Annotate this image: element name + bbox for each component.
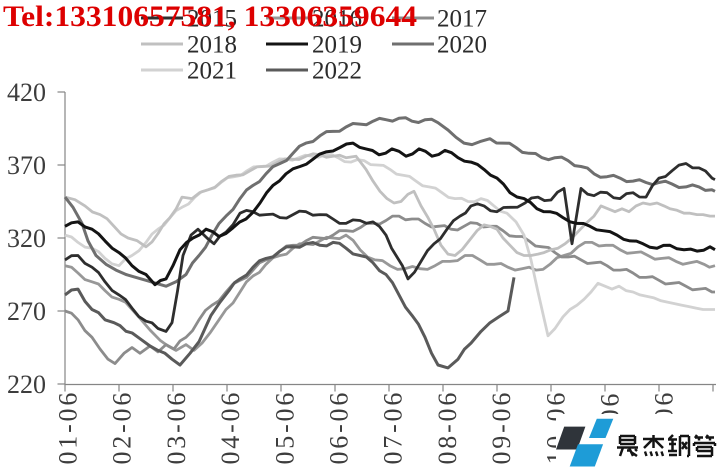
svg-text:01-06: 01-06 xyxy=(54,390,83,465)
svg-text:09-06: 09-06 xyxy=(487,390,516,465)
svg-text:04-06: 04-06 xyxy=(216,390,245,465)
svg-text:220: 220 xyxy=(7,370,46,399)
svg-text:2019: 2019 xyxy=(312,32,362,59)
svg-text:05-06: 05-06 xyxy=(270,390,299,465)
svg-text:02-06: 02-06 xyxy=(108,390,137,465)
svg-text:07-06: 07-06 xyxy=(379,390,408,465)
svg-text:320: 320 xyxy=(7,224,46,253)
svg-text:03-06: 03-06 xyxy=(162,390,191,465)
svg-text:2017: 2017 xyxy=(437,6,487,33)
svg-text:2020: 2020 xyxy=(437,32,487,59)
svg-text:270: 270 xyxy=(7,297,46,326)
svg-text:06-06: 06-06 xyxy=(325,390,354,465)
svg-text:08-06: 08-06 xyxy=(433,390,462,465)
svg-text:2022: 2022 xyxy=(312,58,362,85)
svg-text:2016: 2016 xyxy=(312,6,362,33)
svg-text:2018: 2018 xyxy=(187,32,237,59)
svg-text:370: 370 xyxy=(7,151,46,180)
svg-text:2021: 2021 xyxy=(187,58,237,85)
svg-text:2015: 2015 xyxy=(187,6,237,33)
svg-text:420: 420 xyxy=(7,78,46,107)
svg-text:Tel:13310657581, 13306359644: Tel:13310657581, 13306359644 xyxy=(3,0,417,33)
